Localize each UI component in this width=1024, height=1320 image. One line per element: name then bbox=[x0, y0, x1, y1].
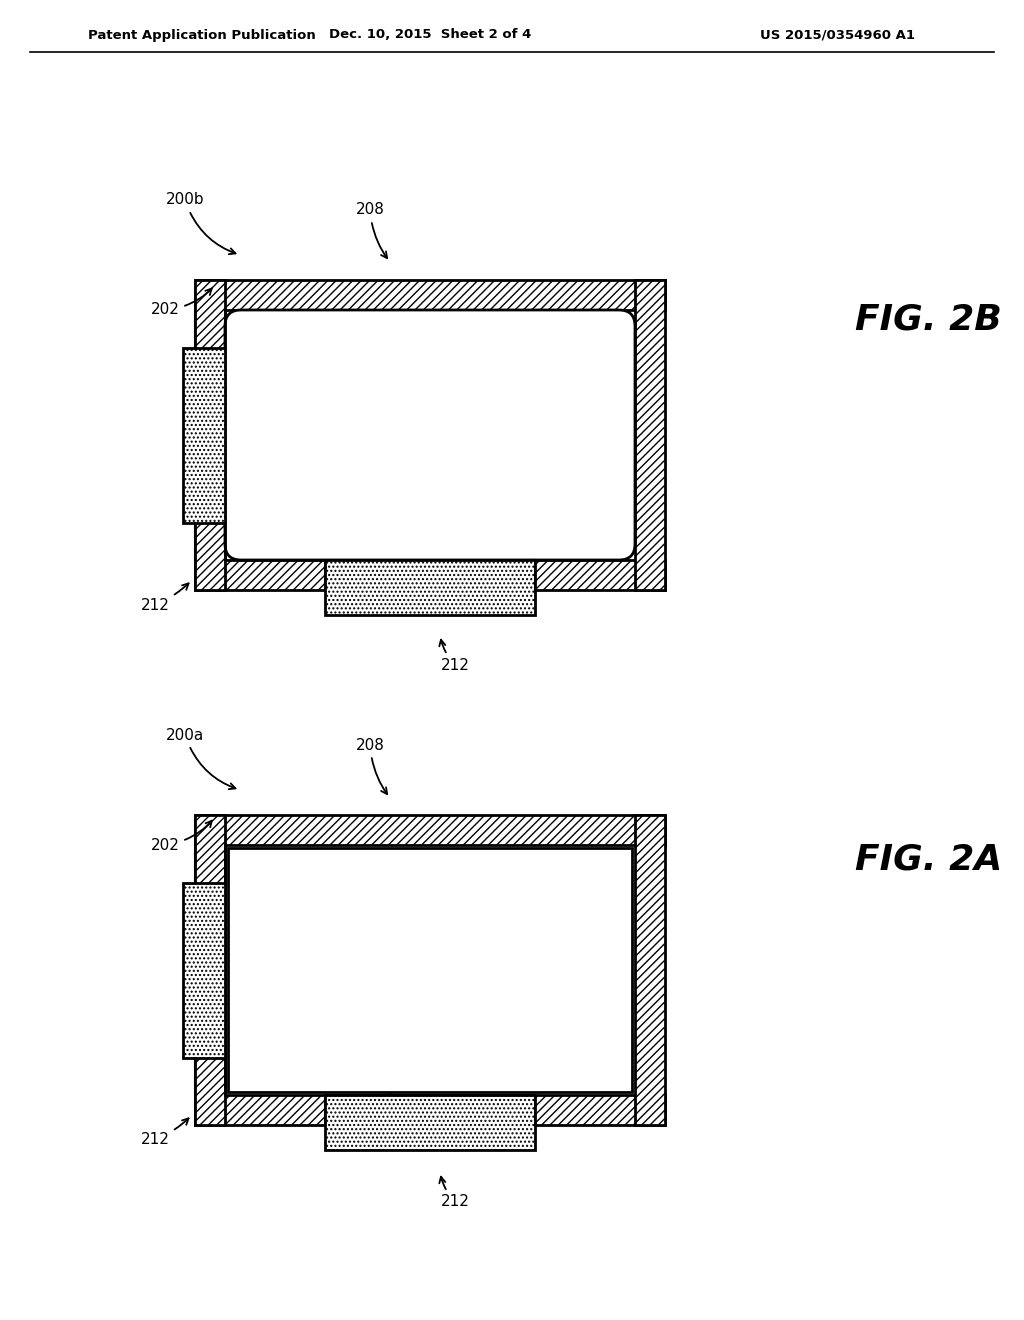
Text: Patent Application Publication: Patent Application Publication bbox=[88, 29, 315, 41]
Bar bbox=[195, 280, 665, 310]
Text: 202: 202 bbox=[151, 821, 212, 853]
Text: 212: 212 bbox=[140, 583, 188, 612]
Text: 200a: 200a bbox=[166, 727, 236, 789]
Bar bbox=[183, 883, 225, 1059]
Text: 210: 210 bbox=[371, 550, 399, 582]
Text: FIG. 2B: FIG. 2B bbox=[855, 304, 1001, 337]
Bar bbox=[228, 847, 632, 1092]
Bar bbox=[195, 348, 225, 523]
Bar bbox=[325, 560, 535, 590]
Text: Dec. 10, 2015  Sheet 2 of 4: Dec. 10, 2015 Sheet 2 of 4 bbox=[329, 29, 531, 41]
Text: 210: 210 bbox=[241, 956, 269, 993]
Text: 210: 210 bbox=[241, 418, 269, 458]
Bar bbox=[195, 814, 225, 1125]
Bar bbox=[195, 1096, 665, 1125]
Text: 212: 212 bbox=[140, 1118, 188, 1147]
Bar bbox=[183, 348, 225, 523]
Text: 212: 212 bbox=[439, 640, 469, 672]
Bar bbox=[195, 280, 225, 590]
Bar bbox=[195, 560, 665, 590]
Bar bbox=[225, 845, 635, 1096]
Bar bbox=[195, 883, 225, 1059]
Text: 208: 208 bbox=[355, 202, 387, 259]
Bar bbox=[195, 814, 665, 845]
Text: 200b: 200b bbox=[166, 193, 236, 255]
Text: 206b: 206b bbox=[573, 392, 620, 446]
Text: FIG. 2A: FIG. 2A bbox=[855, 843, 1002, 876]
Bar bbox=[325, 1096, 535, 1150]
Text: 202: 202 bbox=[151, 289, 212, 318]
Text: 206a: 206a bbox=[573, 928, 620, 978]
Bar bbox=[325, 560, 535, 615]
Bar bbox=[635, 280, 665, 590]
FancyBboxPatch shape bbox=[225, 310, 635, 560]
Bar bbox=[635, 814, 665, 1125]
Text: 212: 212 bbox=[439, 1176, 469, 1209]
Bar bbox=[325, 1096, 535, 1125]
Text: 210: 210 bbox=[371, 1085, 399, 1118]
Text: 208: 208 bbox=[355, 738, 387, 795]
Bar bbox=[225, 310, 635, 560]
Text: US 2015/0354960 A1: US 2015/0354960 A1 bbox=[760, 29, 915, 41]
